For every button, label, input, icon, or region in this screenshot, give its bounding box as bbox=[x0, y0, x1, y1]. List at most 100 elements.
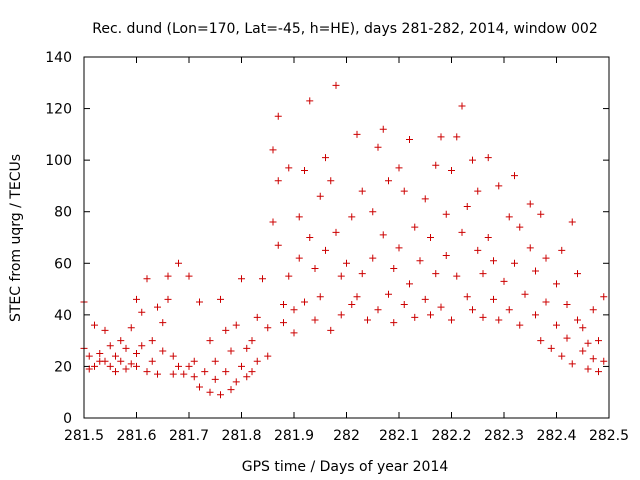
data-point bbox=[458, 228, 466, 236]
data-point bbox=[353, 293, 361, 301]
data-point bbox=[206, 337, 214, 345]
data-point bbox=[416, 257, 424, 265]
data-point bbox=[122, 365, 130, 373]
data-point bbox=[411, 313, 419, 321]
data-point bbox=[327, 177, 335, 185]
data-points bbox=[80, 81, 608, 399]
data-point bbox=[505, 306, 513, 314]
data-point bbox=[448, 316, 455, 324]
data-point bbox=[395, 244, 403, 252]
data-point bbox=[579, 347, 587, 355]
data-point bbox=[112, 368, 119, 376]
data-point bbox=[248, 368, 256, 376]
data-point bbox=[280, 301, 287, 309]
data-point bbox=[537, 337, 545, 345]
data-point bbox=[568, 218, 576, 226]
data-point bbox=[159, 319, 167, 327]
data-point bbox=[400, 301, 408, 309]
x-tick-label: 282.4 bbox=[536, 428, 576, 444]
plot-frame bbox=[83, 56, 610, 419]
data-point bbox=[479, 313, 487, 321]
data-point bbox=[332, 81, 340, 89]
data-point bbox=[285, 272, 293, 280]
data-point bbox=[196, 298, 203, 306]
data-point bbox=[190, 357, 198, 365]
data-point bbox=[217, 391, 224, 399]
data-point bbox=[264, 352, 272, 360]
axis-ticks: 281.5 281.6 281.7 281.8 281.9 282 282.1 282.2 28… bbox=[45, 50, 629, 444]
data-point bbox=[264, 324, 272, 332]
data-point bbox=[316, 192, 324, 200]
data-point bbox=[558, 246, 566, 254]
x-tick-label: 282.3 bbox=[484, 428, 524, 444]
data-point bbox=[358, 187, 366, 195]
data-point bbox=[595, 368, 602, 376]
data-point bbox=[175, 259, 182, 267]
y-axis-label: STEC from uqrg / TECUs bbox=[8, 154, 24, 322]
data-point bbox=[274, 112, 282, 120]
data-point bbox=[180, 370, 188, 378]
data-point bbox=[547, 344, 555, 352]
data-point bbox=[390, 319, 398, 327]
data-point bbox=[259, 275, 266, 283]
data-point bbox=[91, 321, 98, 329]
data-point bbox=[421, 295, 429, 303]
data-point bbox=[474, 246, 482, 254]
data-point bbox=[169, 352, 177, 360]
data-point bbox=[411, 223, 419, 231]
data-point bbox=[306, 234, 314, 241]
data-point bbox=[390, 264, 398, 272]
data-point bbox=[369, 254, 377, 262]
data-point bbox=[437, 133, 445, 141]
data-point bbox=[122, 344, 130, 352]
data-point bbox=[117, 337, 125, 345]
data-point bbox=[169, 370, 177, 378]
data-point bbox=[91, 362, 98, 370]
data-point bbox=[322, 154, 329, 162]
data-point bbox=[490, 257, 497, 265]
data-point bbox=[327, 326, 335, 334]
data-point bbox=[154, 303, 161, 311]
data-point bbox=[584, 365, 592, 373]
data-point bbox=[85, 365, 93, 373]
data-point bbox=[295, 213, 303, 221]
data-point bbox=[133, 362, 140, 370]
data-point bbox=[526, 200, 534, 208]
data-point bbox=[542, 254, 550, 262]
data-point bbox=[196, 383, 203, 391]
data-point bbox=[343, 259, 350, 267]
data-point bbox=[248, 337, 256, 345]
y-tick-label: 40 bbox=[54, 308, 72, 324]
data-point bbox=[595, 337, 602, 345]
data-point bbox=[453, 272, 461, 280]
data-point bbox=[127, 360, 135, 368]
data-point bbox=[227, 386, 235, 394]
data-point bbox=[474, 187, 482, 195]
data-point bbox=[217, 295, 224, 303]
data-point bbox=[222, 368, 230, 376]
x-tick-label: 281.7 bbox=[169, 428, 209, 444]
data-point bbox=[211, 375, 219, 383]
data-point bbox=[311, 316, 319, 324]
data-point bbox=[574, 316, 581, 324]
data-point bbox=[469, 306, 476, 314]
data-point bbox=[374, 143, 382, 151]
data-point bbox=[395, 164, 403, 172]
data-point bbox=[385, 177, 392, 185]
data-point bbox=[133, 350, 140, 358]
data-point bbox=[117, 357, 125, 365]
data-point bbox=[316, 293, 324, 301]
data-point bbox=[463, 293, 471, 301]
data-point bbox=[385, 290, 392, 298]
data-point bbox=[274, 241, 282, 249]
y-tick-label: 0 bbox=[63, 411, 72, 427]
data-point bbox=[206, 388, 214, 396]
data-point bbox=[521, 290, 529, 298]
data-point bbox=[379, 231, 387, 239]
data-point bbox=[185, 362, 193, 370]
chart-title: Rec. dund (Lon=170, Lat=-45, h=HE), days… bbox=[92, 21, 598, 37]
data-point bbox=[353, 130, 361, 138]
data-point bbox=[584, 339, 592, 347]
data-point bbox=[563, 301, 571, 309]
data-point bbox=[432, 270, 440, 278]
